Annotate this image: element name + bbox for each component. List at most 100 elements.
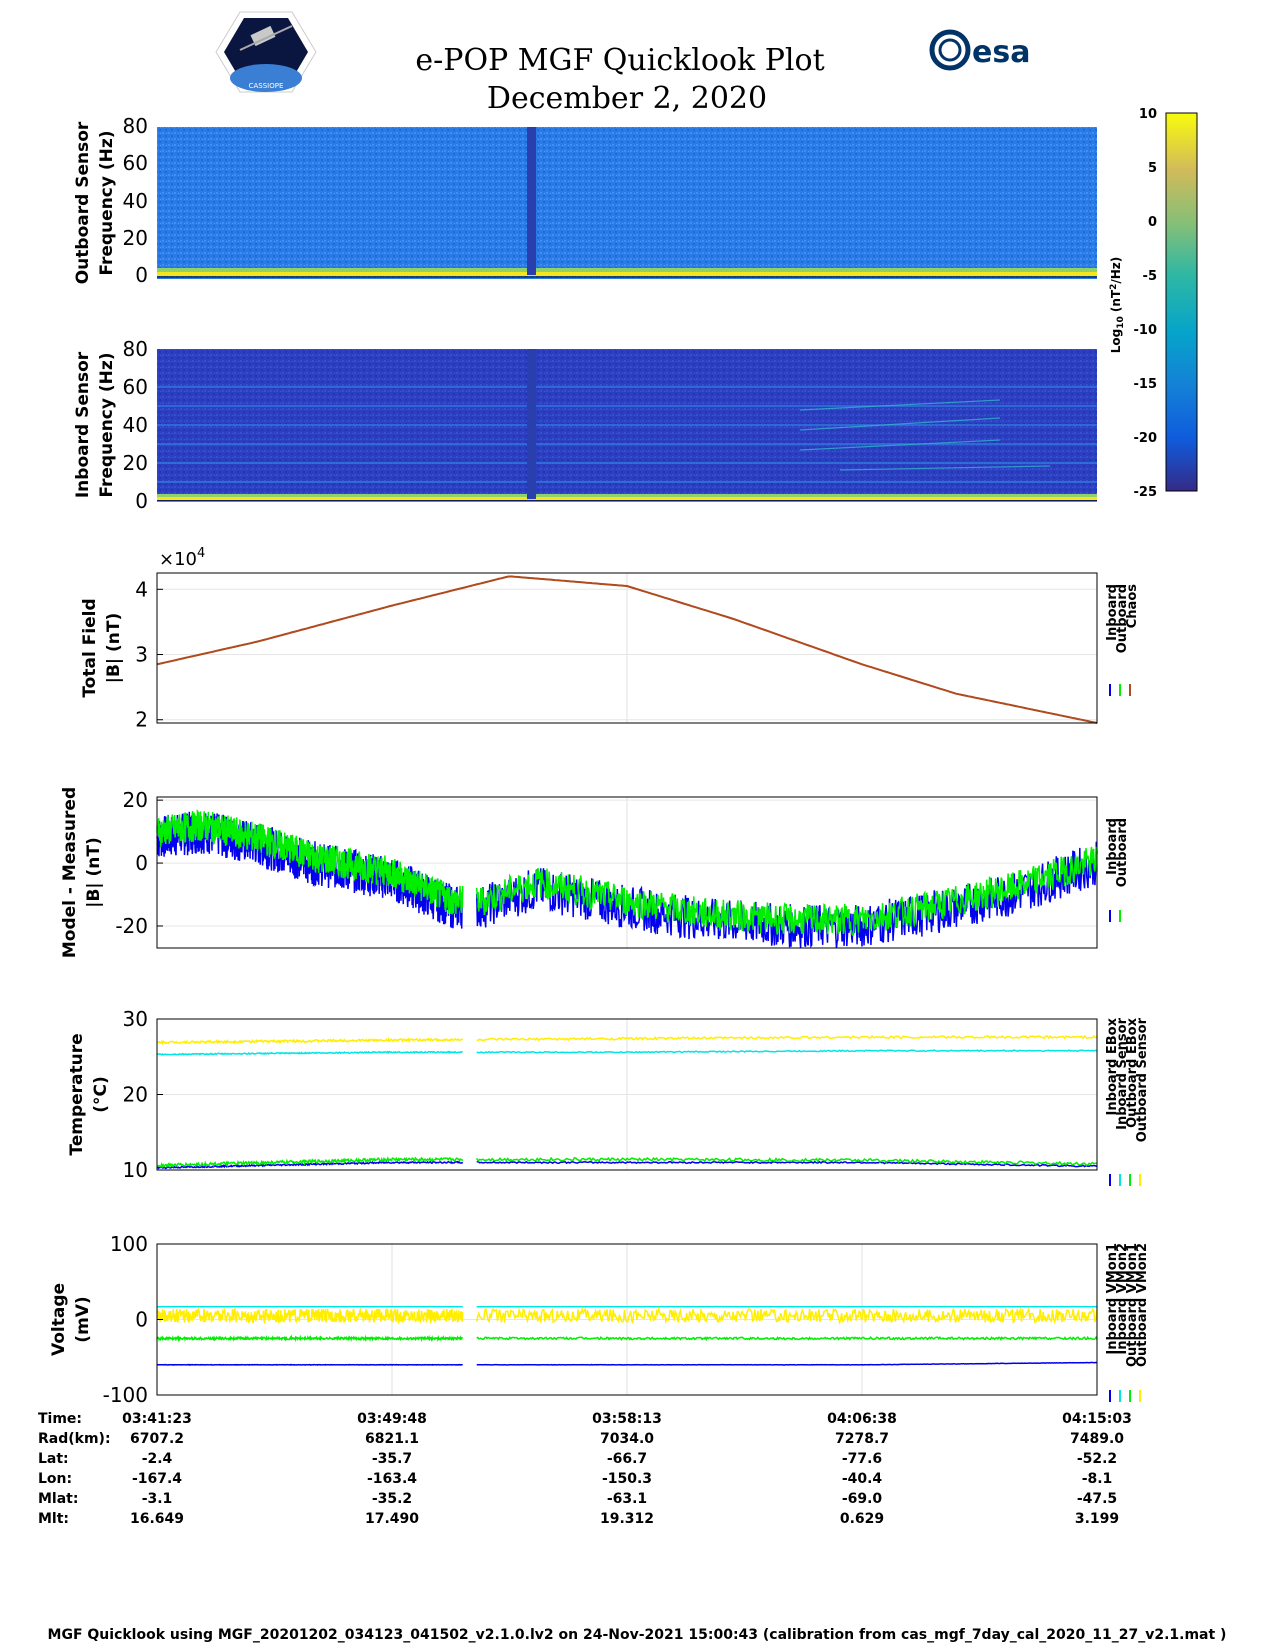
y-tick-label: -100 — [103, 1383, 148, 1407]
temperature-panel: 10 20 30 Temperature (°C) Inboard EBoxInboard… — [67, 1007, 1150, 1186]
inboard-ylabel-line2: Frequency (Hz) — [97, 352, 117, 497]
colorbar-tick-label: -10 — [1134, 323, 1158, 338]
outboard-spectrogram-image — [157, 127, 1097, 279]
legend-entry: Inboard EBox — [1105, 1017, 1120, 1115]
series-line-inboard-ebox — [156, 1160, 1098, 1170]
ephemeris-table: Time: 03:41:23 03:49:48 03:58:13 04:06:38 04:… — [38, 1411, 1132, 1527]
outboard-data-gap — [527, 127, 536, 275]
cassiope-logo: CASSIOPE — [215, 11, 317, 93]
voltage-panel: -100 0 100 Voltage (mV) Inboard VMon1Inboard … — [49, 1232, 1150, 1407]
axis-exponent: ×104 — [159, 546, 205, 570]
ephemeris-cell: 17.490 — [365, 1511, 419, 1527]
ephemeris-row-label: Mlat: — [38, 1491, 78, 1507]
y-tick-label: 40 — [123, 189, 148, 213]
ephemeris-cell: -63.1 — [607, 1491, 647, 1507]
total-field-panel: 2 3 4 Total Field |B| (nT) ×104 InboardOutboar… — [80, 546, 1140, 732]
ephemeris-row-label: Rad(km): — [38, 1431, 111, 1447]
y-tick-label: 0 — [135, 851, 148, 875]
series-line-outboard — [156, 809, 1098, 937]
y-tick-label: 30 — [123, 1007, 148, 1031]
ephemeris-row-label: Lon: — [38, 1471, 72, 1487]
ephemeris-cell: 6707.2 — [130, 1431, 184, 1447]
ephemeris-cell: 03:49:48 — [357, 1411, 427, 1427]
inboard-late-emissions — [799, 399, 1051, 471]
ephemeris-row-label: Mlt: — [38, 1511, 69, 1527]
y-tick-label: 20 — [123, 1083, 148, 1107]
outboard-ylabel-line2: Frequency (Hz) — [97, 130, 117, 275]
ephemeris-cell: -35.7 — [372, 1451, 412, 1467]
ephemeris-cell: 6821.1 — [365, 1431, 419, 1447]
ephemeris-cell: 04:06:38 — [827, 1411, 897, 1427]
y-tick-label: 20 — [123, 226, 148, 250]
ephemeris-row-label: Time: — [38, 1411, 82, 1427]
colorbar-tick-label: 10 — [1139, 107, 1157, 122]
colorbar-tick-label: -15 — [1134, 377, 1158, 392]
ephemeris-cell: 16.649 — [130, 1511, 184, 1527]
y-axis-label: Temperature — [67, 1033, 87, 1155]
colorbar-tick-label: 5 — [1148, 161, 1157, 176]
colorbar: 10 5 0 -5 -10 -15 -20 -25 Log10 (nT2/Hz) — [1109, 107, 1198, 500]
y-tick-label: 60 — [123, 151, 148, 175]
series-line-inboard-vmon1 — [156, 1361, 1098, 1366]
inboard-data-gap — [527, 349, 536, 499]
ephemeris-cell: -3.1 — [142, 1491, 173, 1507]
y-tick-label: 20 — [123, 788, 148, 812]
ephemeris-cell: -47.5 — [1077, 1491, 1117, 1507]
legend-entry: Outboard Sensor — [1135, 1017, 1150, 1142]
y-tick-label: 0 — [135, 263, 148, 287]
y-tick-label: 0 — [135, 1308, 148, 1332]
y-axis-label: |B| (nT) — [104, 613, 124, 684]
ephemeris-cell: 7034.0 — [600, 1431, 654, 1447]
y-tick-label: 100 — [110, 1232, 148, 1256]
ephemeris-cell: -77.6 — [842, 1451, 882, 1467]
ephemeris-cell: -40.4 — [842, 1471, 883, 1487]
legend-entry: Outboard VMon1 — [1125, 1243, 1140, 1367]
ephemeris-cell: -163.4 — [367, 1471, 417, 1487]
inboard-harmonic-lines — [157, 386, 1097, 483]
legend-entry: Chaos — [1125, 584, 1140, 628]
model-minus-measured-panel: -20 0 20 Model - Measured |B| (nT) InboardOut… — [60, 787, 1130, 958]
outboard-y-axis: 0 20 40 60 80 — [123, 114, 148, 287]
ephemeris-cell: 19.312 — [600, 1511, 654, 1527]
y-axis-label: (mV) — [73, 1296, 93, 1342]
inboard-low-freq-band — [157, 494, 1097, 499]
y-tick-label: 0 — [135, 489, 148, 513]
y-tick-label: 2 — [135, 708, 148, 732]
ephemeris-cell: 04:15:03 — [1062, 1411, 1132, 1427]
legend-entry: Inboard Sensor — [1115, 1017, 1130, 1129]
y-tick-label: 3 — [135, 643, 148, 667]
series-line-outboard-sensor — [156, 1034, 1098, 1046]
series-line-outboard-vmon2 — [156, 1306, 1098, 1325]
colorbar-tick-label: -5 — [1143, 269, 1157, 284]
series-line-outboard-vmon1 — [156, 1334, 1098, 1343]
esa-logo-text: esa — [972, 35, 1030, 70]
series-line-chaos — [156, 575, 1098, 724]
ephemeris-cell: -150.3 — [602, 1471, 652, 1487]
footer-note: MGF Quicklook using MGF_20201202_034123_… — [48, 1627, 1227, 1643]
series-line-outboard-ebox — [156, 1155, 1098, 1169]
y-axis-label: (°C) — [91, 1076, 111, 1113]
ephemeris-cell: 03:58:13 — [592, 1411, 662, 1427]
colorbar-tick-label: -25 — [1134, 485, 1158, 500]
y-tick-label: 80 — [123, 337, 148, 361]
inboard-ylabel-line1: Inboard Sensor — [73, 351, 93, 498]
legend-entry: Outboard VMon2 — [1135, 1243, 1150, 1367]
ephemeris-cell: -167.4 — [132, 1471, 182, 1487]
legend-entry: Inboard — [1105, 818, 1120, 875]
inboard-y-axis: 0 20 40 60 80 — [123, 337, 148, 513]
colorbar-ticks: 10 5 0 -5 -10 -15 -20 -25 — [1134, 107, 1158, 500]
y-tick-label: 80 — [123, 114, 148, 138]
y-tick-label: 20 — [123, 451, 148, 475]
legend-entry: Inboard VMon2 — [1115, 1243, 1130, 1355]
ephemeris-cell: 0.629 — [840, 1511, 884, 1527]
legend-entry: Outboard — [1115, 818, 1130, 887]
y-tick-label: 60 — [123, 375, 148, 399]
plot-title-line1: e-POP MGF Quicklook Plot — [415, 43, 824, 78]
y-tick-label: 4 — [135, 577, 148, 601]
outboard-ylabel-line1: Outboard Sensor — [73, 121, 93, 284]
outboard-dc-band — [157, 272, 1097, 276]
colorbar-label: Log10 (nT2/Hz) — [1109, 257, 1126, 354]
